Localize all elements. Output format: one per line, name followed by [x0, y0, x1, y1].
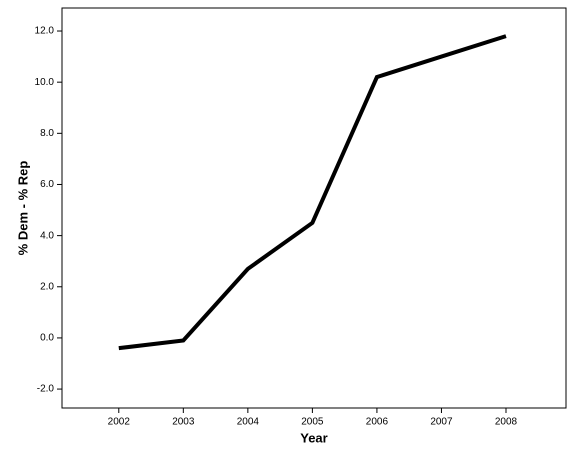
x-tick-label: 2007 — [430, 417, 453, 428]
plot-frame — [61, 7, 567, 409]
y-tick-label: 10.0 — [35, 77, 55, 88]
x-tick-label: 2005 — [301, 417, 324, 428]
x-tick-label: 2008 — [495, 417, 518, 428]
x-axis-title: Year — [300, 430, 327, 445]
y-tick-label: 2.0 — [40, 281, 54, 292]
y-tick-label: 6.0 — [40, 179, 54, 190]
y-tick-label: 8.0 — [40, 128, 54, 139]
x-tick-label: 2003 — [172, 417, 195, 428]
y-tick-label: -2.0 — [37, 384, 55, 395]
y-tick-label: 4.0 — [40, 230, 54, 241]
line — [118, 34, 507, 351]
y-tick-label: 0.0 — [40, 333, 54, 344]
x-tick-label: 2004 — [237, 417, 260, 428]
x-tick-label: 2002 — [108, 417, 131, 428]
y-tick-label: 12.0 — [35, 26, 55, 37]
x-tick-label: 2006 — [366, 417, 389, 428]
y-axis-title: % Dem - % Rep — [15, 161, 30, 256]
